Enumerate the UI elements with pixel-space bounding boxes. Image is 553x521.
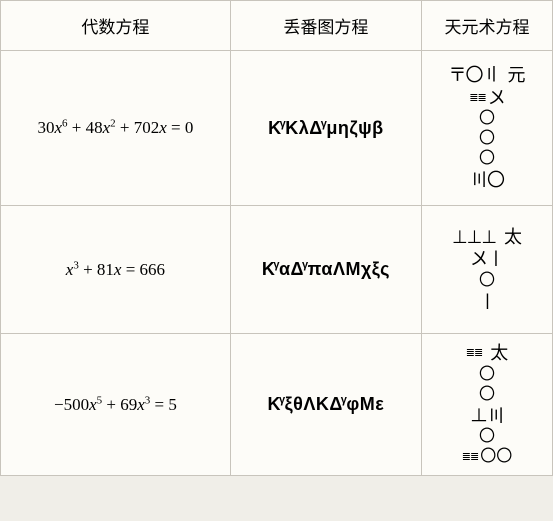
header-diophantine: 丢番图方程: [230, 1, 421, 51]
tianyuan-line: 〇: [479, 385, 495, 405]
tianyuan-line: ≣≣〇〇: [462, 447, 512, 467]
diophantine-equation: KγαΔγπαΛΜχξς: [262, 259, 390, 279]
tianyuan-line: 〇: [479, 427, 495, 447]
tianyuan-line: 〤〡: [470, 248, 504, 271]
tianyuan-line: ⊥〣: [470, 405, 504, 428]
diophantine-equation: KγKλΔγμηζψβ: [268, 118, 384, 138]
header-tianyuan: 天元术方程: [421, 1, 552, 51]
cell-tianyuan: ⊥⊥⊥太〤〡〇〡: [421, 206, 552, 334]
header-row: 代数方程 丢番图方程 天元术方程: [1, 1, 553, 51]
cell-diophantine: KγαΔγπαΛΜχξς: [230, 206, 421, 334]
cell-algebraic: 30x6 + 48x2 + 702x = 0: [1, 51, 231, 206]
tianyuan-line: 〇: [479, 271, 495, 291]
algebraic-equation: 30x6 + 48x2 + 702x = 0: [37, 118, 193, 137]
tianyuan-line: ≣≣〤: [469, 87, 504, 110]
cell-diophantine: KγξθΛΚΔγφΜε: [230, 334, 421, 476]
algebraic-equation: −500x5 + 69x3 = 5: [54, 395, 177, 414]
tianyuan-line: 〒〇〢元: [448, 64, 525, 87]
equation-table: 代数方程 丢番图方程 天元术方程 30x6 + 48x2 + 702x = 0 K…: [0, 0, 553, 476]
table-row: 30x6 + 48x2 + 702x = 0 KγKλΔγμηζψβ 〒〇〢元≣≣〤…: [1, 51, 553, 206]
tianyuan-line: 〣〇: [470, 169, 504, 192]
header-algebraic: 代数方程: [1, 1, 231, 51]
cell-tianyuan: 〒〇〢元≣≣〤〇〇〇〣〇: [421, 51, 552, 206]
tianyuan-line: 〇: [479, 109, 495, 129]
tianyuan-equation: ⊥⊥⊥太〤〡〇〡: [452, 226, 522, 314]
tianyuan-equation: 〒〇〢元≣≣〤〇〇〇〣〇: [448, 64, 525, 192]
tianyuan-line: ⊥⊥⊥太: [452, 226, 522, 249]
diophantine-equation: KγξθΛΚΔγφΜε: [267, 394, 384, 414]
cell-diophantine: KγKλΔγμηζψβ: [230, 51, 421, 206]
tianyuan-line: ≣≣太: [466, 342, 508, 365]
tianyuan-line: 〇: [479, 149, 495, 169]
table-row: −500x5 + 69x3 = 5KγξθΛΚΔγφΜε≣≣太〇〇⊥〣〇≣≣〇〇: [1, 334, 553, 476]
algebraic-equation: x3 + 81x = 666: [66, 260, 165, 279]
tianyuan-line: 〇: [479, 365, 495, 385]
cell-tianyuan: ≣≣太〇〇⊥〣〇≣≣〇〇: [421, 334, 552, 476]
table-row: x3 + 81x = 666 KγαΔγπαΛΜχξς ⊥⊥⊥太〤〡〇〡: [1, 206, 553, 334]
tianyuan-equation: ≣≣太〇〇⊥〣〇≣≣〇〇: [462, 342, 512, 467]
tianyuan-line: 〇: [479, 129, 495, 149]
cell-algebraic: −500x5 + 69x3 = 5: [1, 334, 231, 476]
tianyuan-line: 〡: [478, 291, 495, 314]
cell-algebraic: x3 + 81x = 666: [1, 206, 231, 334]
